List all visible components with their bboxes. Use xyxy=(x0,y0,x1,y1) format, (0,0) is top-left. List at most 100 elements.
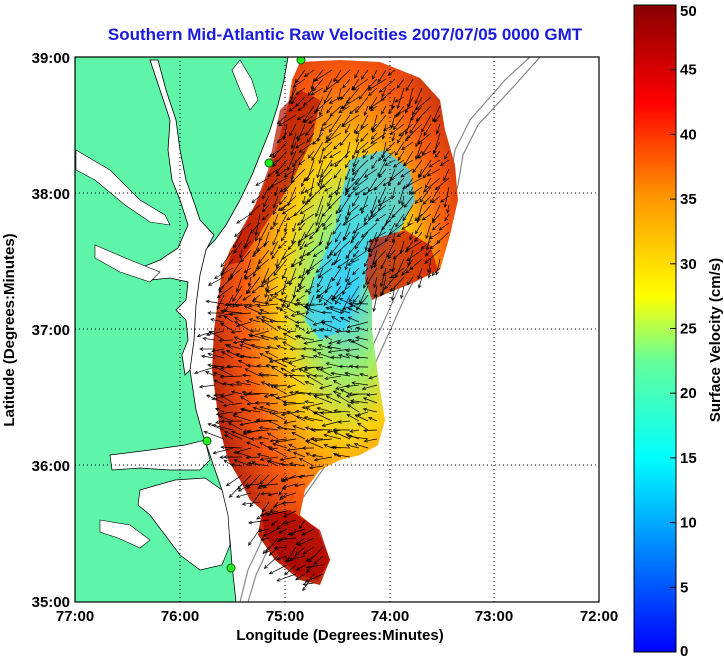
velocity-arrow xyxy=(352,267,360,275)
velocity-arrow xyxy=(261,316,279,323)
velocity-arrow-head xyxy=(298,474,303,479)
velocity-arrow-head xyxy=(313,457,318,462)
velocity-arrow-head xyxy=(288,390,294,395)
velocity-arrow-head xyxy=(334,163,339,168)
velocity-arrow-head xyxy=(260,381,266,385)
velocity-arrow xyxy=(355,414,369,422)
velocity-arrow-head xyxy=(281,291,285,296)
velocity-arrow xyxy=(418,168,423,178)
velocity-arrow-head xyxy=(424,184,429,189)
velocity-arrow xyxy=(288,443,297,449)
velocity-arrow xyxy=(284,315,297,323)
velocity-arrow-head xyxy=(260,537,265,542)
velocity-arrow-head xyxy=(328,193,333,198)
velocity-arrow xyxy=(322,312,333,314)
velocity-arrow xyxy=(272,411,288,415)
velocity-arrow xyxy=(418,276,423,288)
velocity-arrow-head xyxy=(324,335,329,339)
velocity-arrow xyxy=(331,316,342,323)
velocity-arrow xyxy=(333,69,342,82)
velocity-arrow-head xyxy=(332,379,337,384)
velocity-arrow xyxy=(267,168,279,177)
velocity-arrow-head xyxy=(275,263,279,268)
velocity-arrow-head xyxy=(254,400,259,405)
velocity-arrow xyxy=(331,267,342,282)
velocity-arrow-head xyxy=(305,440,311,444)
velocity-arrow xyxy=(312,411,333,422)
velocity-arrow-head xyxy=(380,292,384,297)
velocity-arrow-head xyxy=(367,87,372,91)
velocity-arrow-head xyxy=(298,285,303,290)
velocity-arrow xyxy=(268,294,279,302)
velocity-arrow-head xyxy=(274,546,279,550)
velocity-arrow-head xyxy=(438,226,443,231)
velocity-arrow-head xyxy=(337,96,341,101)
velocity-arrow xyxy=(321,320,333,323)
velocity-arrow-head xyxy=(278,491,283,496)
velocity-arrow xyxy=(355,123,369,134)
velocity-arrow-head xyxy=(367,417,373,421)
velocity-arrow-head xyxy=(297,283,302,288)
velocity-arrow xyxy=(295,411,306,413)
velocity-arrow-head xyxy=(390,124,394,130)
velocity-arrow xyxy=(291,432,306,440)
velocity-arrow xyxy=(350,249,369,262)
velocity-arrow xyxy=(368,375,378,379)
velocity-arrow-head xyxy=(310,436,315,441)
velocity-arrow xyxy=(257,258,270,269)
velocity-arrow-head xyxy=(339,105,345,110)
velocity-arrow-head xyxy=(282,341,287,346)
velocity-arrow-head xyxy=(395,111,401,116)
velocity-arrow-head xyxy=(297,242,302,247)
velocity-arrow xyxy=(284,374,306,377)
velocity-arrow xyxy=(397,87,405,109)
velocity-arrow-head xyxy=(394,274,399,279)
velocity-arrow xyxy=(398,186,405,204)
velocity-arrow xyxy=(414,195,423,204)
velocity-arrow-head xyxy=(267,446,272,450)
velocity-arrow xyxy=(304,195,315,205)
velocity-arrow-head xyxy=(368,238,373,243)
velocity-arrow-head xyxy=(246,363,251,368)
velocity-arrow xyxy=(314,456,333,461)
velocity-arrow xyxy=(255,177,270,186)
velocity-arrow-head xyxy=(270,251,274,256)
velocity-arrow-head xyxy=(281,501,286,505)
velocity-arrow-head xyxy=(417,284,422,289)
velocity-arrow xyxy=(436,123,441,135)
velocity-arrow-head xyxy=(207,423,212,427)
velocity-arrow xyxy=(382,267,396,276)
velocity-arrow-head xyxy=(341,306,347,310)
velocity-arrow-head xyxy=(359,207,364,211)
velocity-arrow xyxy=(284,168,297,177)
velocity-arrow-head xyxy=(301,405,306,409)
velocity-arrow xyxy=(388,168,396,186)
station-marker xyxy=(264,158,274,168)
velocity-arrow-head xyxy=(263,394,268,398)
velocity-arrow-head xyxy=(353,442,359,447)
velocity-arrow xyxy=(327,195,333,207)
velocity-arrow-head xyxy=(354,74,358,79)
velocity-arrow xyxy=(271,519,279,526)
velocity-arrow xyxy=(349,105,360,115)
velocity-arrow-head xyxy=(212,450,217,455)
velocity-arrow xyxy=(342,303,360,310)
velocity-arrow xyxy=(431,267,441,276)
velocity-arrow-head xyxy=(398,200,402,205)
velocity-arrow-head xyxy=(414,238,418,243)
velocity-arrow-head xyxy=(212,393,218,397)
velocity-arrow-head xyxy=(250,343,255,348)
velocity-arrow xyxy=(327,346,342,350)
velocity-arrow-head xyxy=(325,135,330,140)
velocity-arrow-head xyxy=(268,411,273,415)
velocity-arrow-head xyxy=(335,453,340,457)
velocity-arrow xyxy=(287,240,297,250)
velocity-arrow xyxy=(402,159,414,167)
sound-inlet xyxy=(99,519,151,549)
lat-lon-grid xyxy=(75,57,599,602)
velocity-arrow xyxy=(370,249,378,269)
velocity-arrow-head xyxy=(421,216,426,221)
velocity-arrow-head xyxy=(336,218,340,224)
velocity-arrow xyxy=(278,114,297,127)
velocity-arrow-head xyxy=(370,265,374,270)
